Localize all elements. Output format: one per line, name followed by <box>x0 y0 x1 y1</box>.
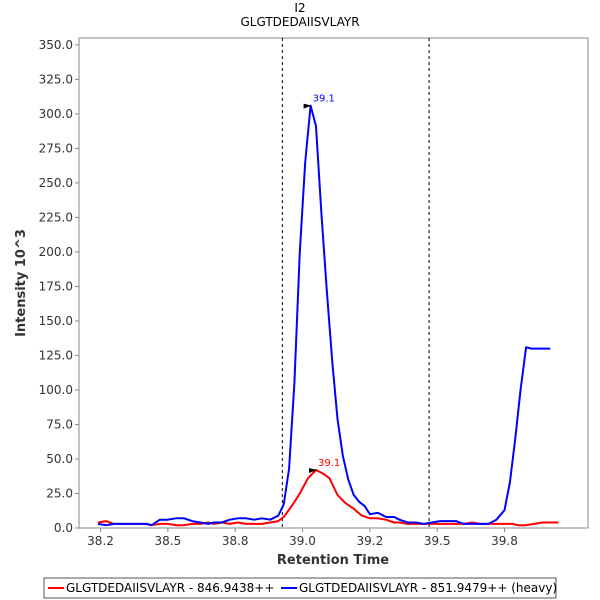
x-tick-label: 39.8 <box>491 534 518 548</box>
y-tick-label: 325.0 <box>39 72 73 86</box>
y-tick-label: 150.0 <box>39 314 73 328</box>
series-light-peak-label: 39.1 <box>318 458 340 469</box>
y-tick-label: 75.0 <box>46 417 73 431</box>
plot-frame <box>78 37 589 529</box>
plot-area: 0.0 25.0 50.0 75.0 100.0 125.0 150.0 175.0 200.0… <box>39 37 589 548</box>
y-tick-label: 350.0 <box>39 38 73 52</box>
y-tick-label: 50.0 <box>46 452 73 466</box>
y-axis-label: Intensity 10^3 <box>14 229 29 337</box>
series-heavy-peak-label: 39.1 <box>313 94 335 105</box>
x-axis-ticks: 38.2 38.5 38.8 39.0 39.2 39.5 39.8 <box>87 528 518 548</box>
series-lines <box>97 104 559 527</box>
y-tick-label: 175.0 <box>39 279 73 293</box>
x-tick-label: 38.2 <box>87 534 114 548</box>
y-tick-label: 125.0 <box>39 348 73 362</box>
x-tick-label: 39.5 <box>424 534 451 548</box>
peak-labels: 39.1 39.1 <box>303 94 340 474</box>
chart-subtitle: GLGTDEDAIISVLAYR <box>240 15 359 29</box>
y-tick-label: 300.0 <box>39 107 73 121</box>
y-tick-label: 225.0 <box>39 210 73 224</box>
legend-entry-light: GLGTDEDAIISVLAYR - 846.9438++ <box>66 581 274 595</box>
y-tick-label: 25.0 <box>46 486 73 500</box>
legend-entry-heavy: GLGTDEDAIISVLAYR - 851.9479++ (heavy) <box>299 581 557 595</box>
x-tick-label: 39.2 <box>356 534 383 548</box>
y-tick-label: 200.0 <box>39 245 73 259</box>
x-tick-label: 38.5 <box>155 534 182 548</box>
series-light-peak-marker <box>308 468 317 474</box>
series-heavy-peak-marker <box>303 103 312 109</box>
x-tick-label: 39.0 <box>289 534 316 548</box>
y-tick-label: 250.0 <box>39 176 73 190</box>
legend: GLGTDEDAIISVLAYR - 846.9438++ GLGTDEDAII… <box>43 577 557 599</box>
chart-title: I2 <box>294 1 305 15</box>
y-tick-label: 0.0 <box>54 521 73 535</box>
y-tick-label: 275.0 <box>39 141 73 155</box>
y-tick-label: 100.0 <box>39 383 73 397</box>
y-axis-ticks: 0.0 25.0 50.0 75.0 100.0 125.0 150.0 175.0 200.0… <box>39 38 79 535</box>
integration-boundaries <box>281 38 430 528</box>
x-tick-label: 38.8 <box>222 534 249 548</box>
legend-box <box>43 577 557 599</box>
x-axis-label: Retention Time <box>277 553 389 568</box>
series-heavy-line <box>97 104 551 527</box>
